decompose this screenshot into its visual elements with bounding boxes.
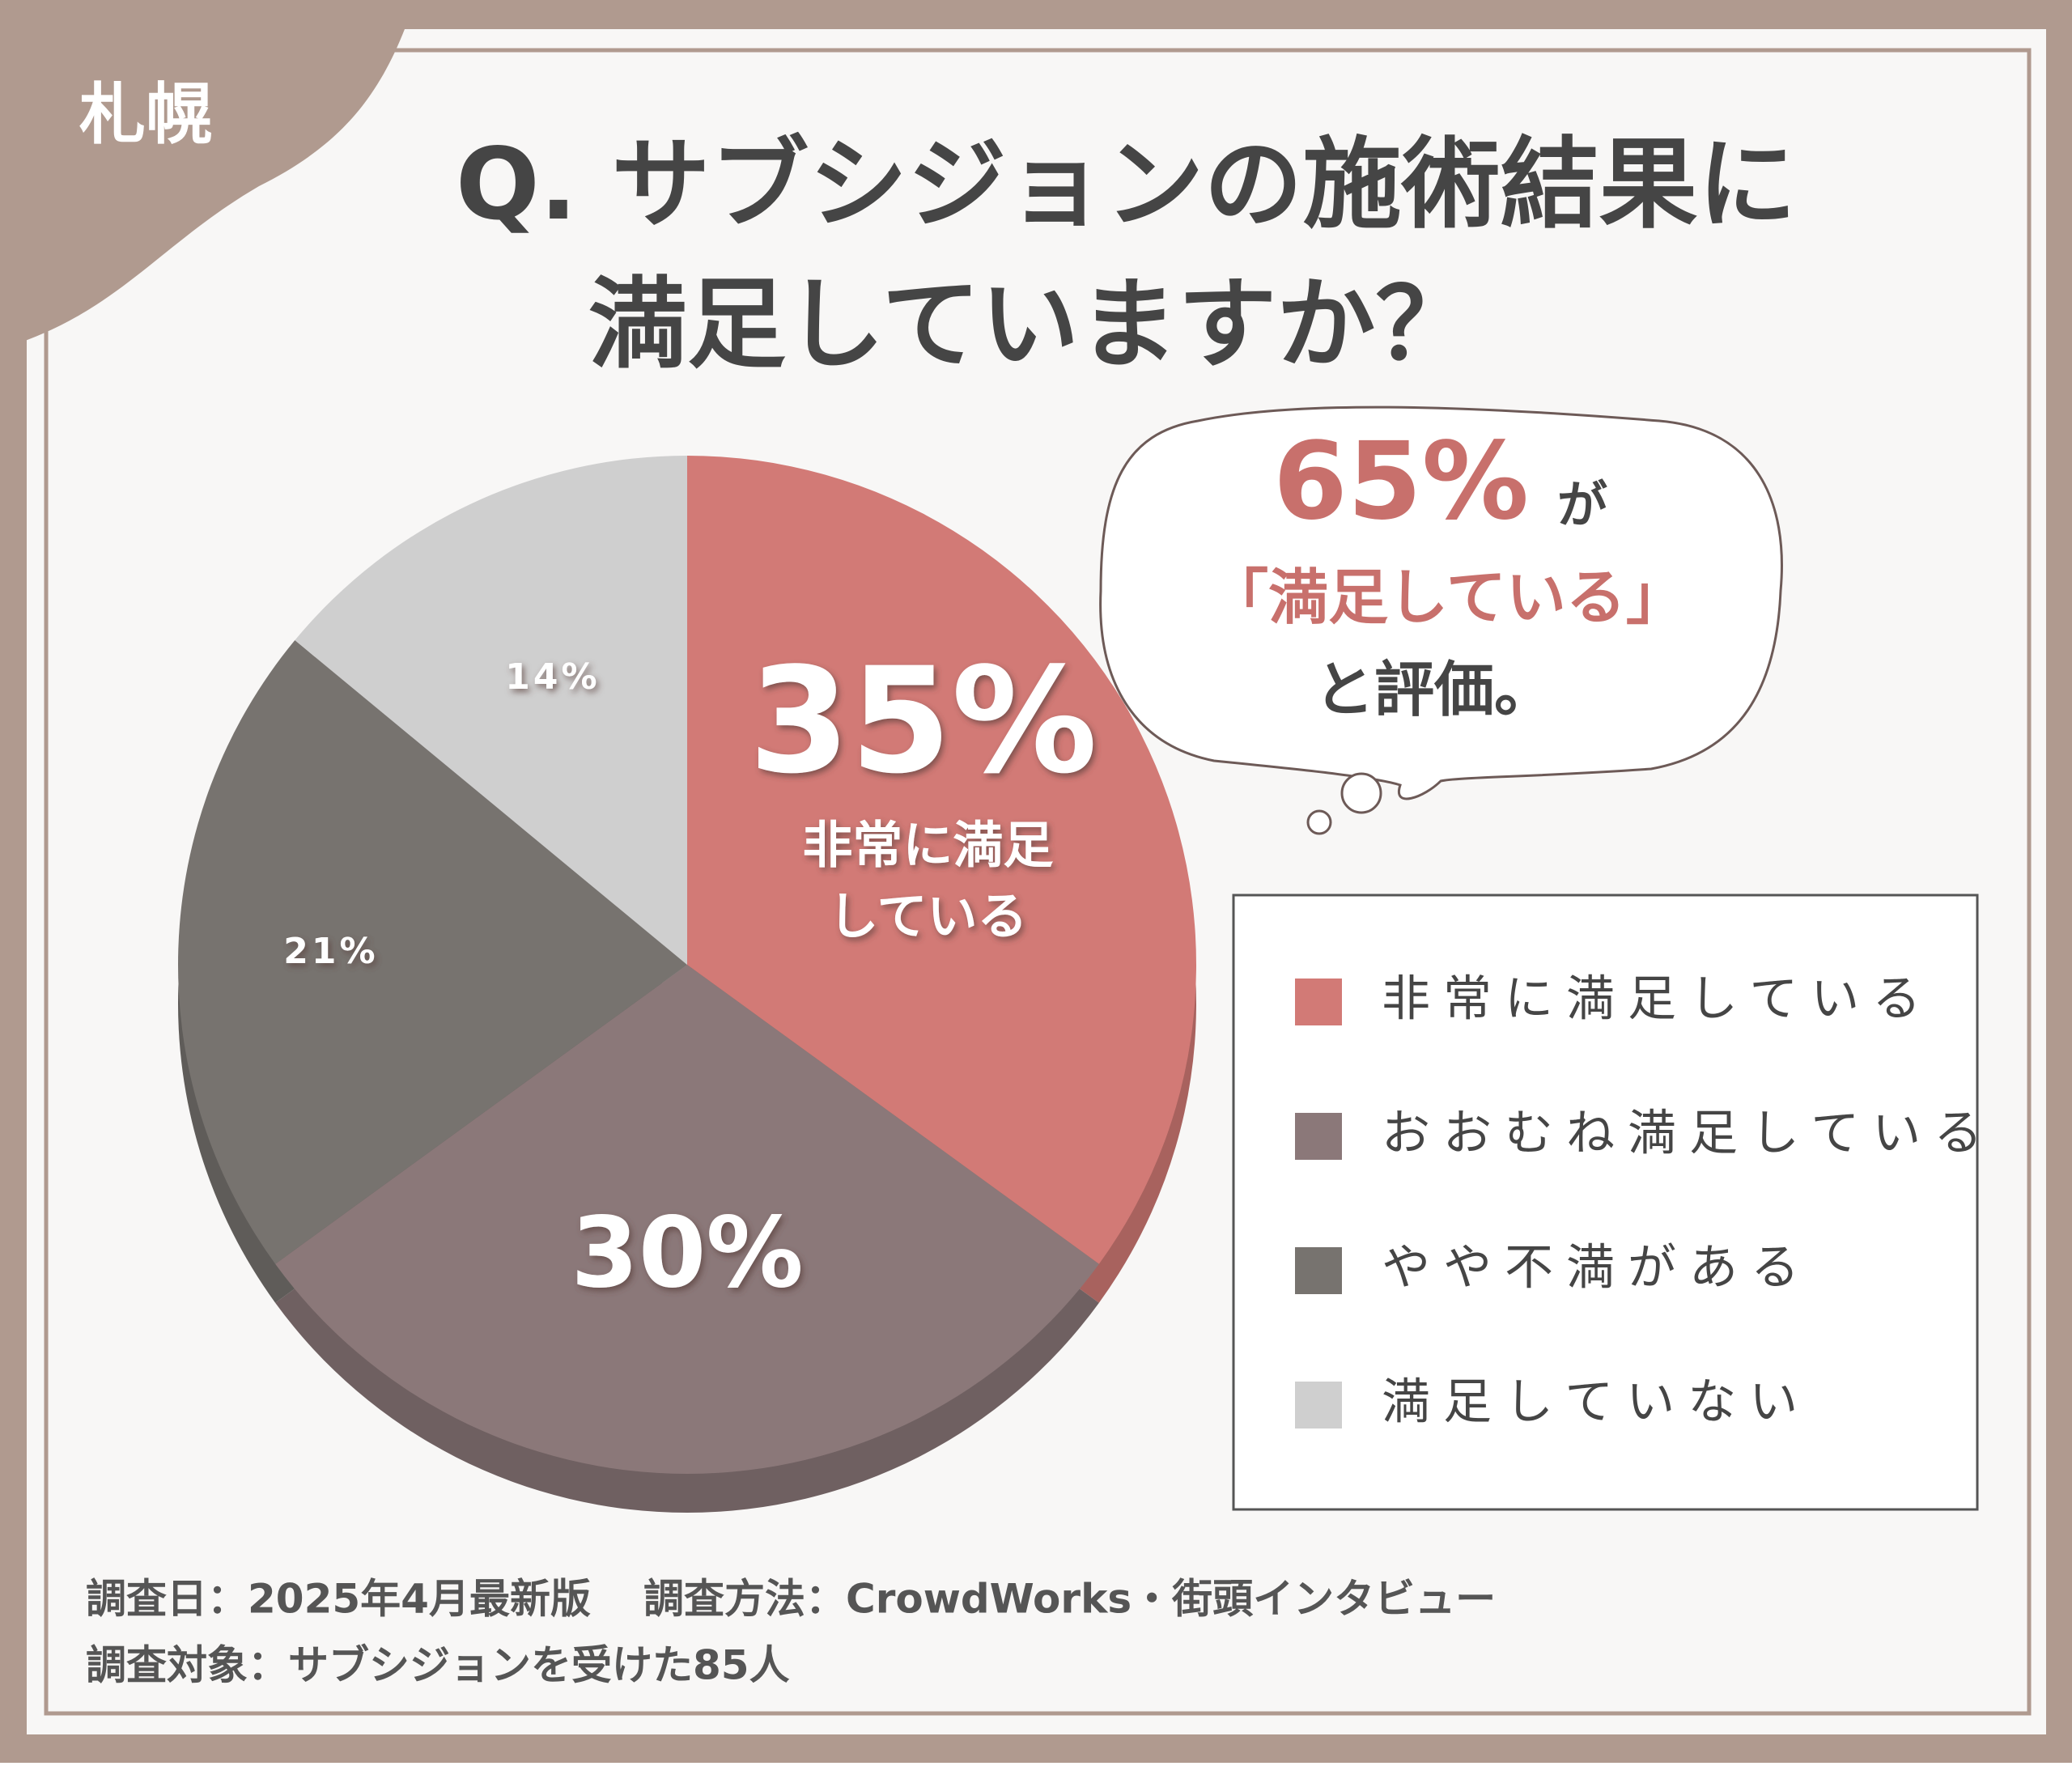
legend-swatch [1295, 1113, 1342, 1160]
legend-swatch [1295, 1247, 1342, 1294]
footnote: 調査日：2025年4月最新版 [86, 1576, 591, 1623]
callout-tail: と評価。 [1314, 656, 1554, 725]
speech-bubble [1099, 405, 1783, 800]
callout-particle: が [1557, 475, 1607, 534]
data-label: 21% [283, 931, 378, 972]
callout-quote: 「満足している」 [1208, 563, 1686, 633]
card-border [44, 48, 2032, 1716]
title-line: 満足していますか？ [588, 267, 1474, 382]
legend-label: 非常に満足している [1382, 971, 1934, 1028]
badge-blob [16, 16, 410, 344]
slice [275, 965, 1099, 1474]
callout-figure: 65% [1273, 419, 1529, 544]
legend-swatch [1295, 979, 1342, 1025]
bubble-dot [1306, 809, 1332, 835]
data-label: 14% [505, 656, 600, 698]
data-label: 30% [571, 1198, 803, 1310]
badge: 札幌 [79, 76, 212, 153]
slice [687, 456, 1196, 1264]
legend-swatch [1295, 1382, 1342, 1429]
slice-annotation: している [828, 887, 1027, 946]
slice [295, 456, 687, 965]
bubble-dot [1340, 772, 1382, 814]
legend-label: 満足していない [1382, 1374, 1811, 1431]
footnote: 調査方法：CrowdWorks・街頭インタビュー [643, 1576, 1496, 1623]
slice [178, 640, 687, 1264]
legend-box [1232, 894, 1979, 1511]
footnote: 調査対象：サブシジョンを受けた85人 [86, 1642, 790, 1689]
slice-annotation: 非常に満足 [802, 816, 1053, 875]
legend-label: おおむね満足している [1382, 1106, 1995, 1162]
legend-label: やや不満がある [1382, 1240, 1812, 1297]
title-line: Q. サブシジョンの施術結果に [456, 127, 1797, 242]
data-label: 35% [749, 637, 1098, 806]
